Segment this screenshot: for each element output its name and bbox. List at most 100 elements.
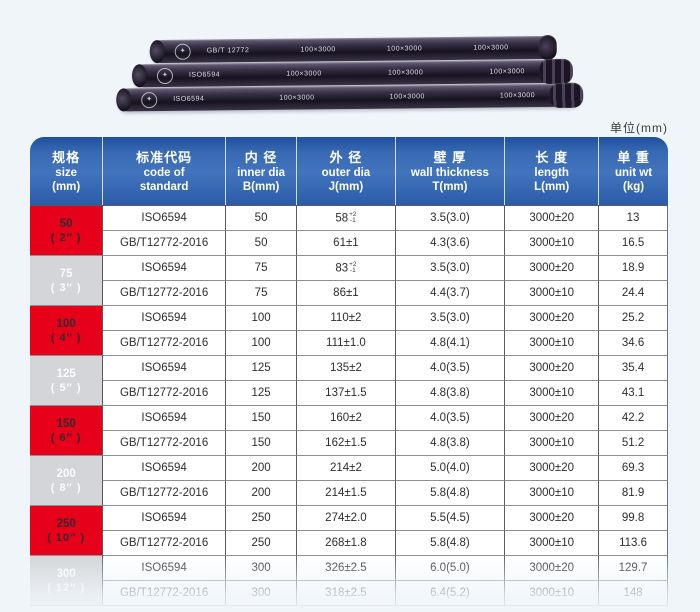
header-en: code of [143, 166, 185, 179]
header-en: unit wt [615, 166, 653, 179]
size-inch: ( 8″ ) [50, 481, 82, 494]
header-zh: 规格 [52, 149, 81, 165]
wall-thickness-cell: 4.0(3.5) [395, 406, 506, 431]
outer-dia-cell: 86±1 [297, 281, 396, 306]
length-cell: 3000±10 [505, 581, 600, 606]
standard-cell: ISO6594 [103, 556, 226, 581]
inner-dia-cell: 200 [225, 456, 298, 481]
pipe-end-cap [131, 64, 148, 88]
pipe-size-mark: 100×3000 [386, 45, 423, 53]
unit-weight-cell: 13 [599, 205, 668, 231]
outer-dia-cell: 326±2.5 [297, 556, 396, 581]
header-zh: 内 径 [244, 149, 278, 165]
wall-thickness-cell: 4.8(3.8) [395, 381, 506, 406]
outer-dia-cell: 135±2 [297, 356, 396, 381]
unit-weight-cell: 69.3 [599, 456, 668, 481]
table-row: GB/T12772-2016 50 61±1 4.3(3.6) 3000±10 16.5 [30, 231, 668, 256]
wall-thickness-cell: 5.8(4.8) [395, 481, 506, 506]
pipe-top: ✦ GB/T 12772 100×3000 100×3000 100×3000 [149, 34, 557, 64]
inner-dia-cell: 150 [225, 431, 298, 456]
unit-weight-cell: 25.2 [599, 306, 668, 331]
pipes-product-image: ✦ GB/T 12772 100×3000 100×3000 100×3000 … [115, 34, 596, 120]
pipe-middle: ✦ ISO6594 100×3000 100×3000 100×3000 [131, 58, 574, 88]
standard-cell: ISO6594 [103, 205, 226, 231]
size-value: 300 [56, 567, 76, 580]
size-inch: ( 5″ ) [50, 381, 82, 394]
table-row: GB/T12772-2016 200 214±1.5 5.8(4.8) 3000±10 8… [30, 481, 668, 506]
size-inch: ( 10″ ) [47, 531, 86, 544]
size-value: 200 [56, 467, 76, 480]
header-zh: 壁 厚 [433, 149, 467, 165]
header-inner-dia: 内 径 inner dia B(mm) [225, 137, 298, 205]
size-cell: 200( 8″ ) [30, 456, 104, 506]
outer-dia-cell: 111±1.0 [297, 331, 396, 356]
pipe-size-mark: 100×3000 [279, 94, 315, 102]
header-outer-dia: 外 径 outer dia J(mm) [297, 137, 396, 205]
standard-cell: GB/T12772-2016 [103, 381, 226, 406]
spec-table-header: 规格 size (mm) 标准代码 code of standard 内 径 i… [30, 137, 668, 205]
pipe-size-mark: 100×3000 [473, 44, 509, 52]
size-value: 50 [59, 217, 73, 230]
pipe-size-mark: 100×3000 [286, 70, 322, 78]
unit-weight-cell: 81.9 [599, 481, 668, 506]
outer-dia-value: 58 [335, 212, 349, 225]
unit-weight-cell: 42.2 [599, 406, 668, 431]
standard-cell: GB/T12772-2016 [103, 481, 226, 506]
pipe-size-mark: 100×3000 [499, 92, 536, 100]
unit-weight-cell: 18.9 [599, 256, 668, 281]
table-row: 125( 5″ ) ISO6594 125 135±2 4.0(3.5) 3000±20 3… [30, 356, 668, 406]
pipe-socket-end [538, 58, 574, 85]
unit-weight-cell: 34.6 [599, 331, 668, 356]
unit-note: 单位(mm) [610, 121, 668, 135]
size-cell: 100( 4″ ) [30, 306, 104, 356]
outer-dia-cell: 214±2 [297, 456, 396, 481]
outer-dia-cell: 268±1.8 [297, 531, 396, 556]
unit-weight-cell: 129.7 [599, 556, 668, 581]
size-inch: ( 4″ ) [50, 331, 82, 344]
length-cell: 3000±20 [505, 406, 600, 431]
standard-cell: ISO6594 [103, 256, 226, 281]
table-row: 100( 4″ ) ISO6594 100 110±2 3.5(3.0) 3000±20 2… [30, 306, 668, 356]
inner-dia-cell: 250 [225, 531, 298, 556]
length-cell: 3000±10 [505, 531, 600, 556]
header-size: 规格 size (mm) [30, 137, 104, 205]
pipe-bottom: ✦ ISO6594 100×3000 100×3000 100×3000 [116, 82, 584, 112]
inner-dia-cell: 200 [225, 481, 298, 506]
unit-weight-cell: 148 [599, 581, 668, 606]
spec-table: 规格 size (mm) 标准代码 code of standard 内 径 i… [30, 137, 668, 606]
table-row: 150( 6″ ) ISO6594 150 160±2 4.0(3.5) 3000±20 4… [30, 406, 668, 456]
standard-cell: GB/T12772-2016 [103, 281, 226, 306]
table-row: 250( 10″ ) ISO6594 250 274±2.0 5.5(4.5) 3000±… [30, 506, 668, 556]
standard-cell: GB/T12772-2016 [103, 431, 226, 456]
table-row: 75( 3″ ) ISO6594 75 83 +2 -1 3.5(3.0) 3000±20 18… [30, 256, 668, 306]
size-inch: ( 2″ ) [50, 231, 82, 244]
header-en: outer dia [321, 166, 371, 179]
header-en: inner dia [237, 166, 286, 179]
standard-cell: ISO6594 [103, 406, 226, 431]
outer-dia-cell: 83 +2 -1 [297, 256, 396, 281]
length-cell: 3000±10 [505, 381, 600, 406]
pipe-standard-mark: ISO6594 [173, 95, 205, 103]
standard-cell: GB/T12772-2016 [103, 581, 226, 606]
size-cell: 75( 3″ ) [30, 256, 104, 306]
size-value: 100 [56, 317, 76, 330]
inner-dia-cell: 100 [225, 306, 298, 331]
header-standard: 标准代码 code of standard [103, 137, 226, 205]
spec-table-container: 规格 size (mm) 标准代码 code of standard 内 径 i… [26, 137, 672, 612]
pipe-standard-mark: ISO6594 [188, 71, 221, 79]
inner-dia-cell: 75 [225, 256, 298, 281]
length-cell: 3000±20 [505, 556, 600, 581]
pipe-size-mark: 100×3000 [387, 69, 424, 77]
inner-dia-cell: 100 [225, 331, 298, 356]
header-unit: (kg) [622, 180, 645, 193]
length-cell: 3000±10 [505, 431, 600, 456]
pipe-standard-mark: GB/T 12772 [206, 47, 250, 55]
header-unit: B(mm) [242, 180, 280, 193]
header-en: length [534, 166, 569, 179]
wall-thickness-cell: 4.8(4.1) [395, 331, 506, 356]
tolerance-minus: -1 [349, 217, 356, 224]
standard-cell: GB/T12772-2016 [103, 531, 226, 556]
header-unit-weight: 单 重 unit wt (kg) [599, 137, 668, 205]
unit-weight-cell: 113.6 [599, 531, 668, 556]
size-value: 75 [59, 267, 73, 280]
